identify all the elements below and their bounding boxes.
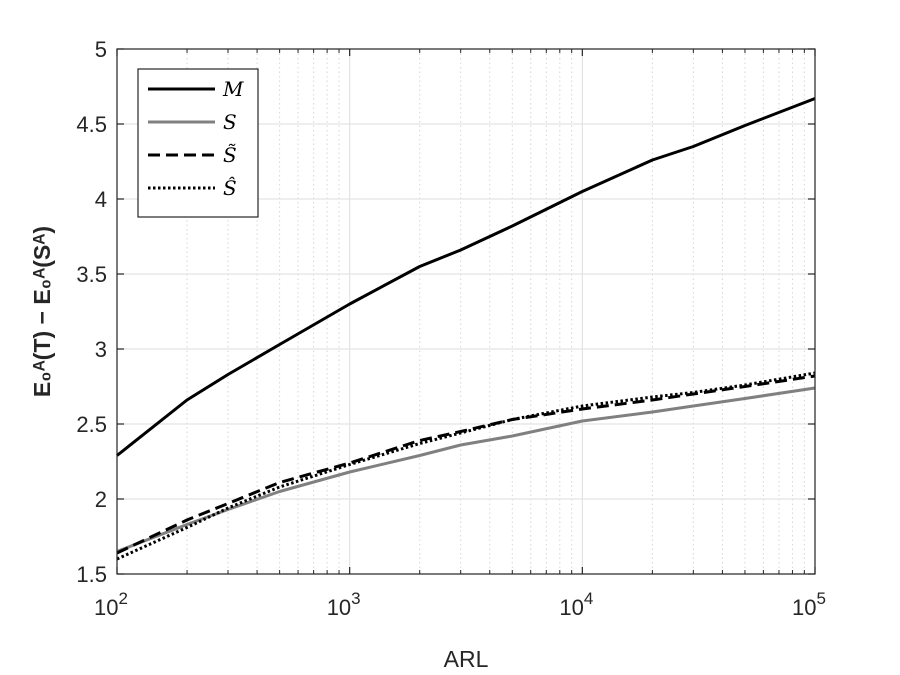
legend-label-2: S [223,110,237,134]
y-tick-label: 4 [95,187,107,212]
legend-label-3: S̃ [223,143,237,167]
y-tick-label: 2.5 [76,412,107,437]
axis-ticks [116,48,816,575]
y-tick-label: 3.5 [76,262,107,287]
y-tick-label: 2 [95,487,107,512]
y-tick-labels: 1.5 2 2.5 3 3.5 4 4.5 5 [76,37,107,587]
y-tick-label: 1.5 [76,562,107,587]
legend-box [137,68,259,218]
legend-label-1: M [222,77,244,101]
series-line-1 [116,97,816,457]
y-tick-label: 5 [95,37,107,62]
series-line-4 [116,371,816,561]
x-tick-label: 105 [792,589,826,620]
x-tick-label: 104 [559,589,593,620]
y-axis-title: E₀ᴬ(T) − E₀ᴬ(Sᴬ) [29,226,55,397]
series-lines [116,97,816,561]
legend-label-4: Ŝ [223,175,237,200]
y-tick-label: 4.5 [76,112,107,137]
x-tick-label: 102 [94,589,128,620]
plot-frame [116,48,816,575]
x-tick-label: 103 [327,589,361,620]
x-axis-title: ARL [444,646,489,672]
x-tick-labels: 102 103 104 105 [94,589,826,620]
y-tick-label: 3 [95,337,107,362]
legend: MS S̃ Ŝ [137,68,259,218]
